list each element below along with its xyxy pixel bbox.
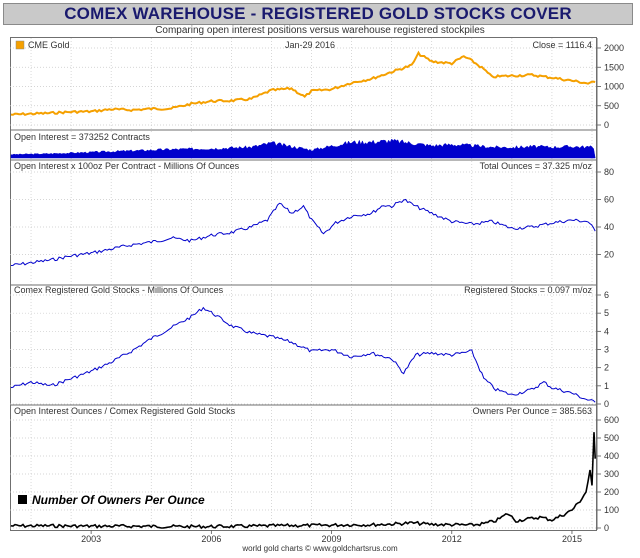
oi-ounces-label: Open Interest x 100oz Per Contract - Mil… <box>14 161 240 171</box>
owners-tick-label: 600 <box>604 415 619 425</box>
chart-subtitle: Comparing open interest positions versus… <box>155 25 485 36</box>
x-tick-label: 2006 <box>201 534 221 544</box>
registered-tick-label: 4 <box>604 326 609 336</box>
registered-tick-label: 1 <box>604 381 609 391</box>
price-tick-label: 500 <box>604 101 619 111</box>
owners-legend-swatch <box>18 495 27 504</box>
registered-tick-label: 5 <box>604 308 609 318</box>
x-tick-label: 2012 <box>442 534 462 544</box>
open-interest-area <box>10 138 596 159</box>
owners-tick-label: 300 <box>604 469 619 479</box>
owners-tick-label: 200 <box>604 487 619 497</box>
gold-legend-label: CME Gold <box>28 40 70 50</box>
registered-stocks-line <box>10 306 596 403</box>
registered-stocks-label: Comex Registered Gold Stocks - Millions … <box>14 285 224 295</box>
open-interest-label: Open Interest = 373252 Contracts <box>14 132 150 142</box>
owners-tick-label: 400 <box>604 451 619 461</box>
oi-ounces-tick-label: 80 <box>604 167 614 177</box>
oi-ounces-line <box>10 198 596 266</box>
x-tick-label: 2003 <box>81 534 101 544</box>
oi-ounces-tick-label: 40 <box>604 222 614 232</box>
registered-tick-label: 3 <box>604 345 609 355</box>
registered-tick-label: 0 <box>604 399 609 409</box>
owners-label: Open Interest Ounces / Comex Registered … <box>14 406 236 416</box>
registered-tick-label: 6 <box>604 290 609 300</box>
oi-ounces-tick-label: 20 <box>604 250 614 260</box>
oi-ounces-total-label: Total Ounces = 37.325 m/oz <box>480 161 593 171</box>
oi-ounces-tick-label: 60 <box>604 195 614 205</box>
chart-title-bar: COMEX WAREHOUSE - REGISTERED GOLD STOCKS… <box>3 3 633 25</box>
open-interest-label-bg <box>11 132 201 143</box>
owners-tick-label: 500 <box>604 433 619 443</box>
gold-price-line <box>10 50 596 117</box>
x-tick-label: 2009 <box>322 534 342 544</box>
price-close-label: Close = 1116.4 <box>533 40 592 50</box>
chart-title: COMEX WAREHOUSE - REGISTERED GOLD STOCKS… <box>64 4 572 23</box>
chart-frame <box>10 37 597 531</box>
registered-tick-label: 2 <box>604 363 609 373</box>
owners-tick-label: 100 <box>604 505 619 515</box>
owners-per-ounce-line <box>10 432 596 530</box>
price-tick-label: 1000 <box>604 82 624 92</box>
gold-legend-swatch <box>15 40 25 50</box>
owners-total-label: Owners Per Ounce = 385.563 <box>473 406 592 416</box>
owners-legend-label: Number Of Owners Per Ounce <box>32 493 205 507</box>
price-tick-label: 0 <box>604 120 609 130</box>
registered-stocks-total-label: Registered Stocks = 0.097 m/oz <box>464 285 592 295</box>
x-tick-label: 2015 <box>562 534 582 544</box>
price-date-label: Jan-29 2016 <box>285 40 335 50</box>
price-tick-label: 1500 <box>604 62 624 72</box>
price-tick-label: 2000 <box>604 43 624 53</box>
owners-tick-label: 0 <box>604 523 609 533</box>
footer-credit: world gold charts © www.goldchartsrus.co… <box>242 544 398 553</box>
